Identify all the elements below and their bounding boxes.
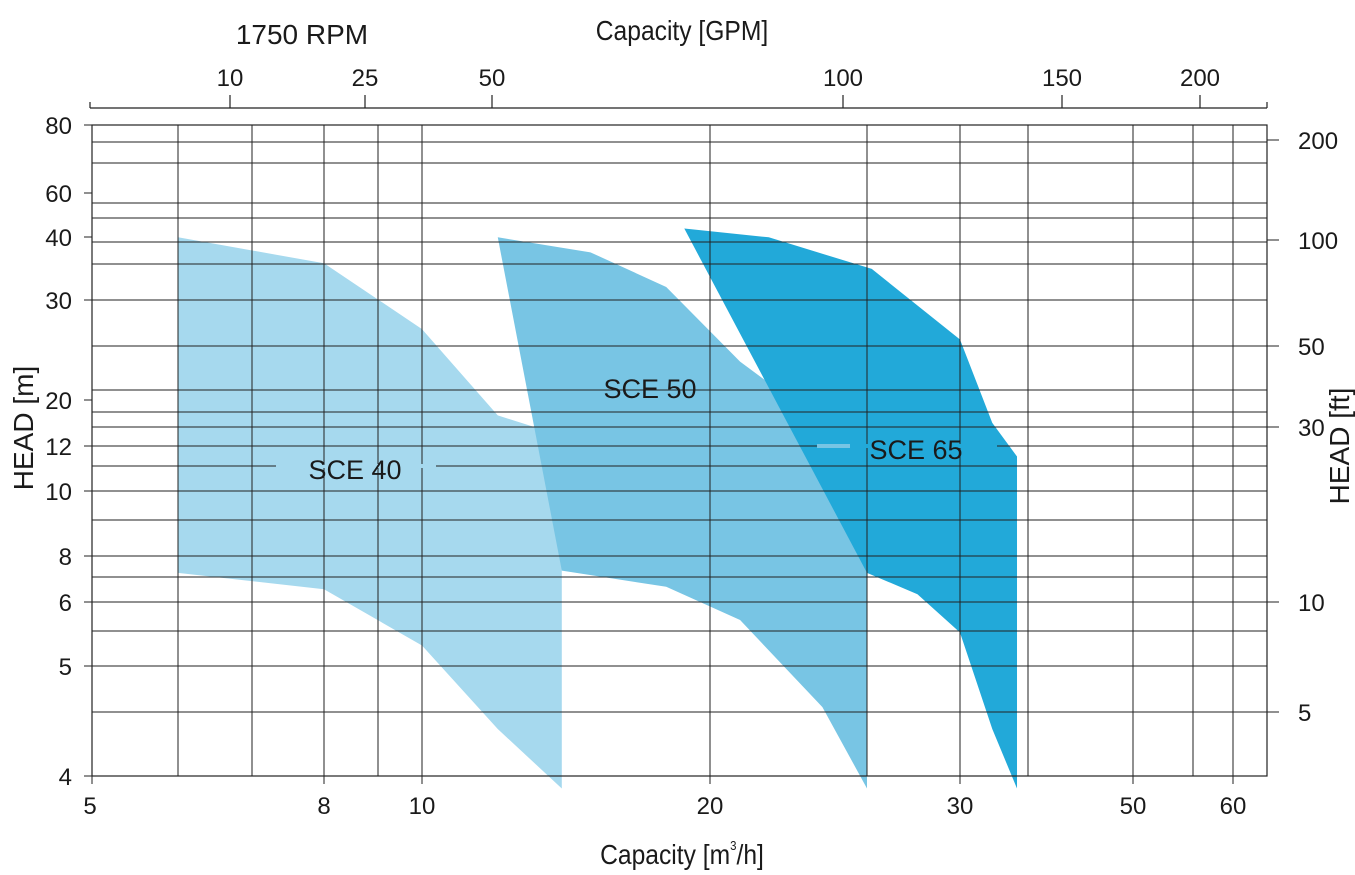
x-tick-label-bottom: 8: [317, 793, 330, 820]
y-tick-label-right: 30: [1298, 415, 1325, 442]
y-tick-label-left: 6: [59, 590, 72, 617]
y-tick-label-left: 8: [59, 544, 72, 571]
series-label-sce-65: SCE 65: [869, 435, 962, 465]
y-tick-label-right: 50: [1298, 334, 1325, 361]
top-axis-title: Capacity [GPM]: [596, 15, 768, 47]
y-tick-label-right: 5: [1298, 700, 1311, 727]
label-line-mask: [817, 444, 850, 448]
series-labels: SCE 40 SCE 50 SCE 65: [276, 374, 997, 485]
plot-frame: [91, 124, 1268, 777]
y-tick-label-left: 12: [45, 434, 72, 461]
y-tick-label-left: 5: [59, 654, 72, 681]
y-tick-label-right: 200: [1298, 128, 1338, 155]
x-tick-label-bottom: 50: [1120, 793, 1147, 820]
label-line-mask: [850, 444, 997, 448]
x-tick-label-bottom: 5: [83, 793, 96, 820]
y-tick-label-left: 10: [45, 479, 72, 506]
x-tick-label-top: 25: [352, 65, 379, 92]
series-area-sce-50: [497, 237, 868, 789]
label-line-mask: [276, 464, 436, 468]
x-tick-label-top: 150: [1042, 65, 1082, 92]
x-tick-label-top: 50: [479, 65, 506, 92]
bottom-axis-title-tail: /h]: [737, 839, 764, 871]
y-tick-label-right: 100: [1298, 228, 1338, 255]
series-label-sce-40: SCE 40: [308, 455, 401, 485]
y-tick-label-left: 60: [45, 181, 72, 208]
rpm-label: 1750 RPM: [236, 19, 368, 50]
series-area-sce-40: [178, 237, 562, 789]
left-axis-title: HEAD [m]: [8, 366, 39, 490]
x-tick-label-top: 100: [823, 65, 863, 92]
bottom-axis-title-sup: 3: [730, 838, 737, 853]
x-tick-label-bottom: 60: [1220, 793, 1247, 820]
y-tick-label-right: 10: [1298, 590, 1325, 617]
y-tick-label-left: 30: [45, 288, 72, 315]
right-axis-title: HEAD [ft]: [1324, 388, 1355, 505]
y-tick-label-left: 4: [59, 764, 72, 791]
bottom-axis-title-main: Capacity [m: [600, 839, 730, 871]
x-tick-label-bottom: 20: [697, 793, 724, 820]
x-tick-label-top: 200: [1180, 65, 1220, 92]
x-tick-label-top: 10: [217, 65, 244, 92]
y-tick-label-left: 40: [45, 225, 72, 252]
x-tick-label-bottom: 10: [409, 793, 436, 820]
y-tick-label-left: 20: [45, 388, 72, 415]
tick-labels: 5 8 10 20 30 50 60 10 25 50 100 150 200 80 60 40 30 20 12 1…: [45, 65, 1338, 820]
bottom-axis-title: Capacity [m3/h]: [600, 838, 764, 870]
series-area-sce-65: [684, 228, 1018, 789]
chart-grid: [92, 125, 1267, 776]
series-label-sce-50: SCE 50: [603, 374, 696, 404]
series-areas: [178, 228, 1018, 789]
y-tick-label-left: 80: [45, 113, 72, 140]
x-tick-label-bottom: 30: [947, 793, 974, 820]
